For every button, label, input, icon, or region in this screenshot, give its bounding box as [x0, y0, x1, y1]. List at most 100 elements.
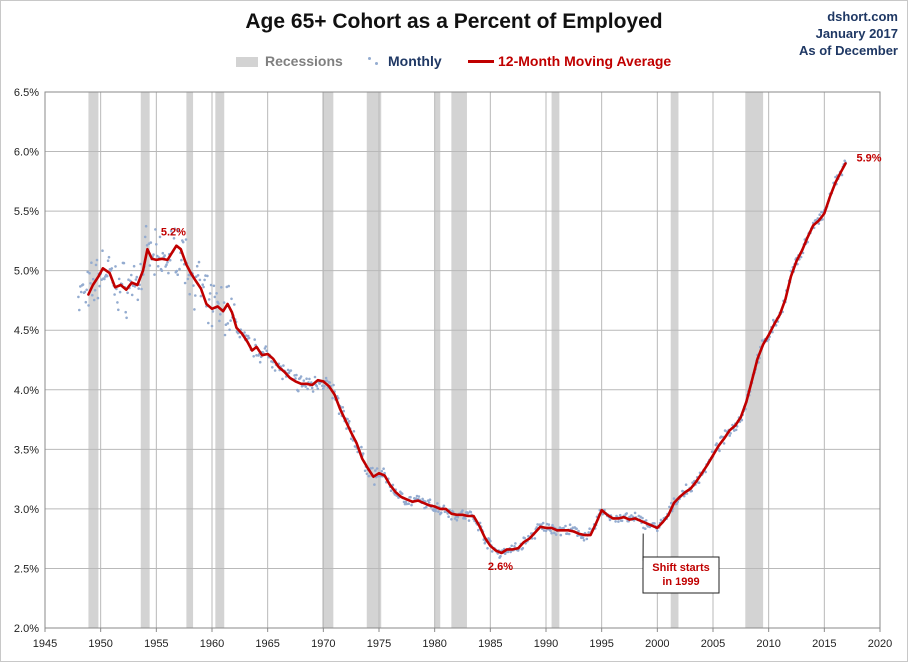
annotation-latest-2016: 5.9%	[856, 152, 881, 164]
monthly-point	[567, 532, 571, 536]
monthly-point	[410, 503, 413, 507]
monthly-point	[614, 520, 617, 523]
monthly-point	[166, 260, 169, 264]
monthly-point	[152, 253, 155, 256]
monthly-point	[734, 428, 738, 432]
monthly-point	[109, 269, 113, 272]
monthly-point	[310, 386, 314, 390]
monthly-point	[461, 509, 464, 512]
monthly-point	[618, 513, 622, 517]
monthly-point	[90, 261, 93, 265]
monthly-point	[273, 369, 277, 372]
monthly-point	[122, 261, 126, 265]
monthly-point	[345, 427, 348, 430]
monthly-point	[437, 510, 440, 513]
monthly-point	[428, 498, 432, 502]
monthly-point	[134, 278, 138, 281]
monthly-point	[547, 523, 551, 526]
monthly-point	[217, 302, 220, 305]
monthly-point	[155, 243, 158, 246]
monthly-point	[88, 271, 91, 275]
monthly-point	[282, 364, 285, 367]
monthly-point	[510, 544, 513, 548]
monthly-point	[299, 375, 303, 378]
x-tick-label-10: 1995	[589, 638, 613, 650]
monthly-point	[110, 267, 114, 270]
monthly-point	[576, 534, 579, 537]
recession-band-2	[186, 92, 194, 628]
monthly-point	[417, 495, 421, 498]
monthly-point	[310, 381, 313, 384]
chart-title: Age 65+ Cohort as a Percent of Employed	[245, 10, 663, 33]
monthly-point	[170, 232, 174, 236]
recession-band-3	[215, 92, 225, 628]
monthly-point	[83, 290, 87, 294]
monthly-point	[165, 263, 168, 267]
monthly-point	[140, 287, 143, 291]
monthly-point	[373, 483, 376, 486]
y-tick-label-0: 2.0%	[14, 623, 39, 635]
monthly-point	[78, 308, 81, 312]
monthly-point	[404, 500, 408, 504]
monthly-point	[311, 390, 315, 393]
monthly-point	[103, 277, 106, 281]
monthly-point	[656, 529, 659, 533]
monthly-point	[154, 228, 157, 231]
monthly-point	[304, 385, 308, 388]
monthly-point	[672, 497, 676, 500]
monthly-point	[106, 259, 110, 263]
monthly-point	[313, 375, 317, 379]
monthly-point	[281, 377, 284, 381]
monthly-point	[466, 512, 470, 515]
monthly-point	[295, 373, 298, 377]
monthly-point	[107, 255, 111, 259]
monthly-point	[641, 516, 644, 520]
monthly-point	[554, 533, 558, 536]
x-tick-label-9: 1990	[534, 638, 558, 650]
monthly-point	[361, 452, 365, 455]
monthly-point	[210, 324, 214, 328]
monthly-point	[207, 298, 211, 301]
monthly-point	[533, 537, 537, 540]
monthly-point	[211, 310, 215, 313]
monthly-point	[172, 237, 176, 240]
monthly-point	[360, 445, 363, 449]
monthly-point	[113, 293, 116, 296]
monthly-point	[322, 387, 325, 391]
monthly-point	[209, 283, 213, 287]
monthly-point	[467, 519, 471, 522]
monthly-point	[400, 492, 404, 496]
monthly-point	[184, 238, 188, 241]
monthly-point	[186, 277, 190, 281]
x-tick-label-1: 1950	[88, 638, 112, 650]
monthly-point	[215, 292, 218, 295]
monthly-point	[148, 264, 152, 267]
monthly-point	[669, 501, 673, 505]
monthly-point	[156, 265, 160, 268]
monthly-point	[562, 526, 565, 530]
annotation-peak-1956: 5.2%	[161, 227, 186, 239]
monthly-point	[86, 270, 89, 274]
recession-band-5	[366, 92, 382, 628]
plot-border	[44, 91, 881, 629]
legend-swatch-moving-average	[468, 60, 494, 63]
y-tick-label-3: 3.5%	[14, 444, 39, 456]
monthly-point	[135, 275, 139, 279]
monthly-point	[514, 542, 517, 545]
monthly-point	[427, 501, 431, 504]
monthly-point	[549, 529, 552, 533]
monthly-point	[193, 308, 196, 311]
monthly-point	[391, 483, 395, 487]
monthly-point	[238, 335, 242, 339]
monthly-point	[439, 511, 443, 514]
monthly-point	[630, 514, 633, 517]
annotation-low-1986: 2.6%	[488, 561, 513, 573]
monthly-point	[407, 502, 411, 506]
monthly-point	[509, 550, 512, 554]
recession-band-9	[670, 92, 679, 628]
monthly-point	[202, 285, 205, 289]
monthly-point	[220, 286, 223, 289]
monthly-point	[740, 418, 744, 422]
monthly-point	[564, 524, 567, 528]
monthly-point	[130, 273, 133, 277]
